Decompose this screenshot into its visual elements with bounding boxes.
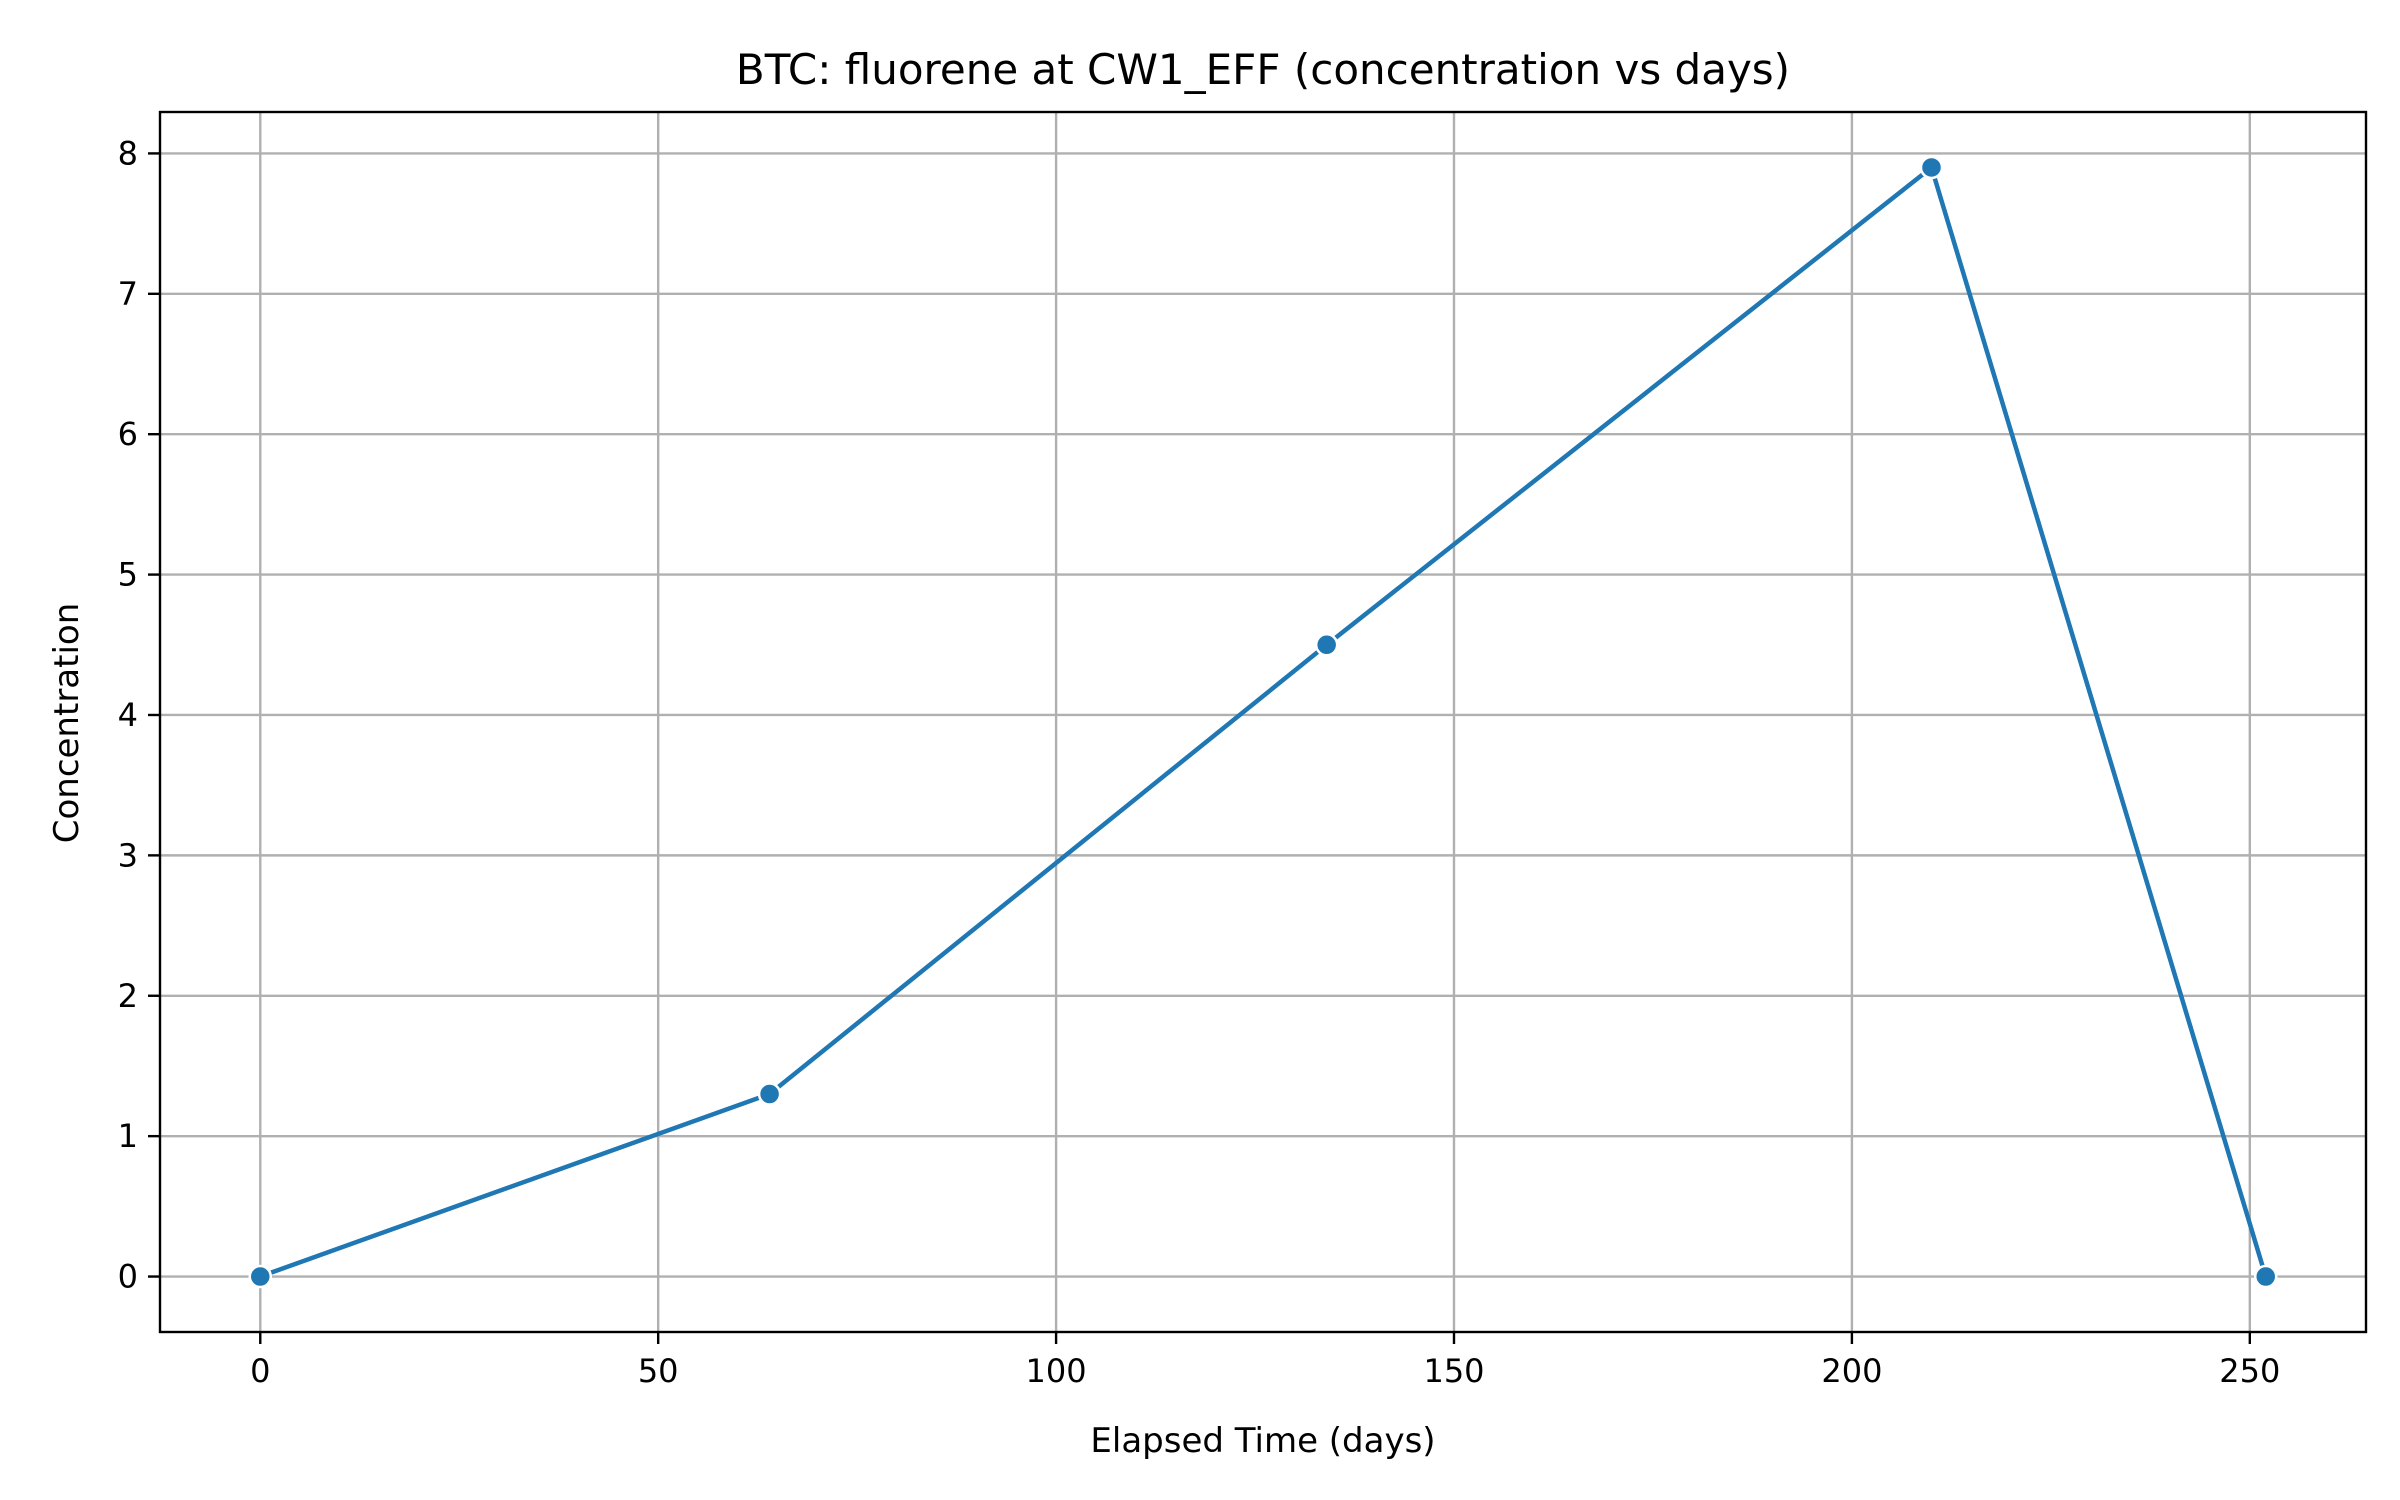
data-point <box>757 1082 782 1106</box>
y-tick-label: 1 <box>118 1117 138 1155</box>
y-tick-label: 3 <box>118 836 138 874</box>
x-tick-label: 0 <box>250 1352 270 1390</box>
y-tick-label: 8 <box>118 134 138 172</box>
plot-frame <box>158 110 2368 1334</box>
y-tick-label: 4 <box>118 696 138 734</box>
data-point <box>1314 633 1339 657</box>
y-tick-label: 2 <box>118 977 138 1015</box>
y-tick-label: 7 <box>118 275 138 313</box>
grid <box>160 112 2366 1332</box>
x-tick-label: 50 <box>638 1352 679 1390</box>
y-tick-label: 0 <box>118 1258 138 1296</box>
data-point <box>248 1264 273 1289</box>
series-layer <box>248 155 2278 1289</box>
y-tick-label: 5 <box>118 556 138 594</box>
tick-labels: 0 50 100 150 200 250 0 1 2 3 4 5 6 7 8 <box>118 134 2281 1390</box>
axes <box>148 110 2368 1344</box>
x-tick-label: 250 <box>2219 1352 2280 1390</box>
x-axis-label: Elapsed Time (days) <box>1090 1421 1435 1461</box>
x-tick-label: 200 <box>1821 1352 1882 1390</box>
x-tick-label: 100 <box>1026 1352 1087 1390</box>
x-tick-label: 150 <box>1423 1352 1484 1390</box>
y-tick-label: 6 <box>118 415 138 453</box>
chart-title: BTC: fluorene at CW1_EFF (concentration … <box>736 45 1790 94</box>
data-point <box>2253 1264 2278 1289</box>
data-point <box>1919 155 1944 180</box>
y-axis-label: Concentration <box>47 603 87 844</box>
